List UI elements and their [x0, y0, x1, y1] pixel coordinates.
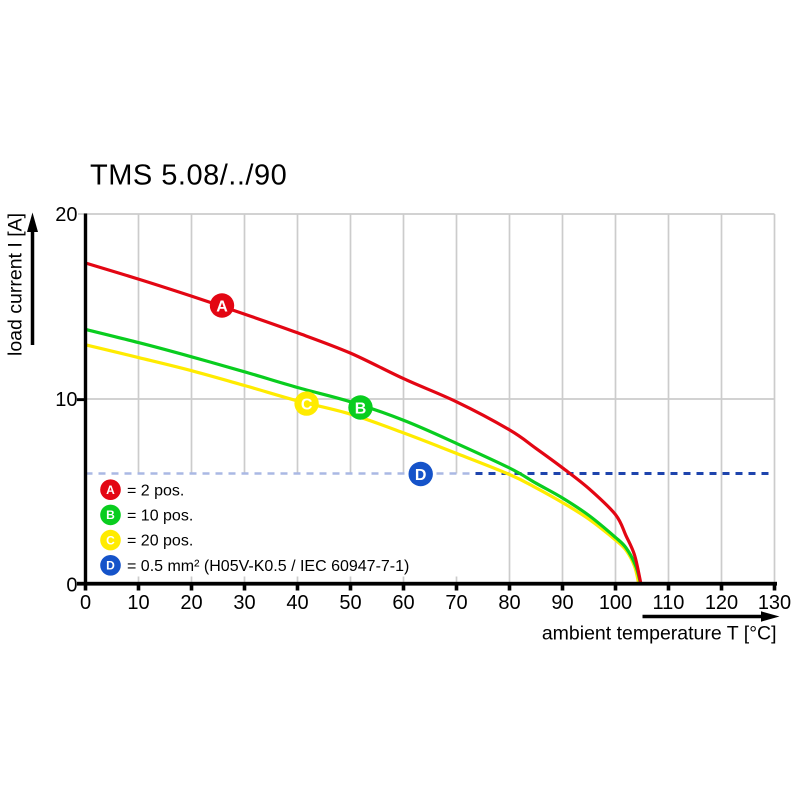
svg-text:= 10 pos.: = 10 pos.	[127, 508, 193, 525]
svg-text:A: A	[216, 298, 228, 315]
svg-text:C: C	[301, 396, 313, 413]
svg-text:= 20 pos.: = 20 pos.	[127, 533, 193, 550]
svg-text:ambient temperature T [°C]: ambient temperature T [°C]	[542, 622, 777, 644]
svg-text:= 2 pos.: = 2 pos.	[127, 482, 184, 499]
svg-text:30: 30	[233, 592, 255, 614]
svg-text:B: B	[355, 400, 367, 417]
svg-text:20: 20	[55, 204, 77, 226]
svg-text:load current I [A]: load current I [A]	[5, 213, 27, 356]
svg-text:10: 10	[55, 389, 77, 411]
svg-text:D: D	[106, 559, 115, 573]
svg-text:120: 120	[705, 592, 738, 614]
svg-text:D: D	[415, 467, 427, 484]
svg-text:TMS 5.08/../90: TMS 5.08/../90	[90, 160, 287, 192]
svg-text:20: 20	[180, 592, 202, 614]
svg-text:0: 0	[66, 574, 77, 596]
svg-text:60: 60	[392, 592, 414, 614]
svg-text:40: 40	[286, 592, 308, 614]
svg-text:A: A	[106, 483, 115, 497]
svg-text:90: 90	[551, 592, 573, 614]
svg-text:130: 130	[758, 592, 791, 614]
svg-text:80: 80	[498, 592, 520, 614]
svg-text:C: C	[106, 533, 115, 547]
svg-text:10: 10	[127, 592, 149, 614]
svg-text:B: B	[106, 508, 115, 522]
svg-text:= 0.5 mm² (H05V-K0.5 / IEC 609: = 0.5 mm² (H05V-K0.5 / IEC 60947-7-1)	[127, 558, 409, 575]
svg-text:0: 0	[80, 592, 91, 614]
svg-text:110: 110	[653, 592, 685, 614]
svg-text:50: 50	[339, 592, 361, 614]
svg-text:100: 100	[599, 592, 632, 614]
svg-text:70: 70	[445, 592, 467, 614]
